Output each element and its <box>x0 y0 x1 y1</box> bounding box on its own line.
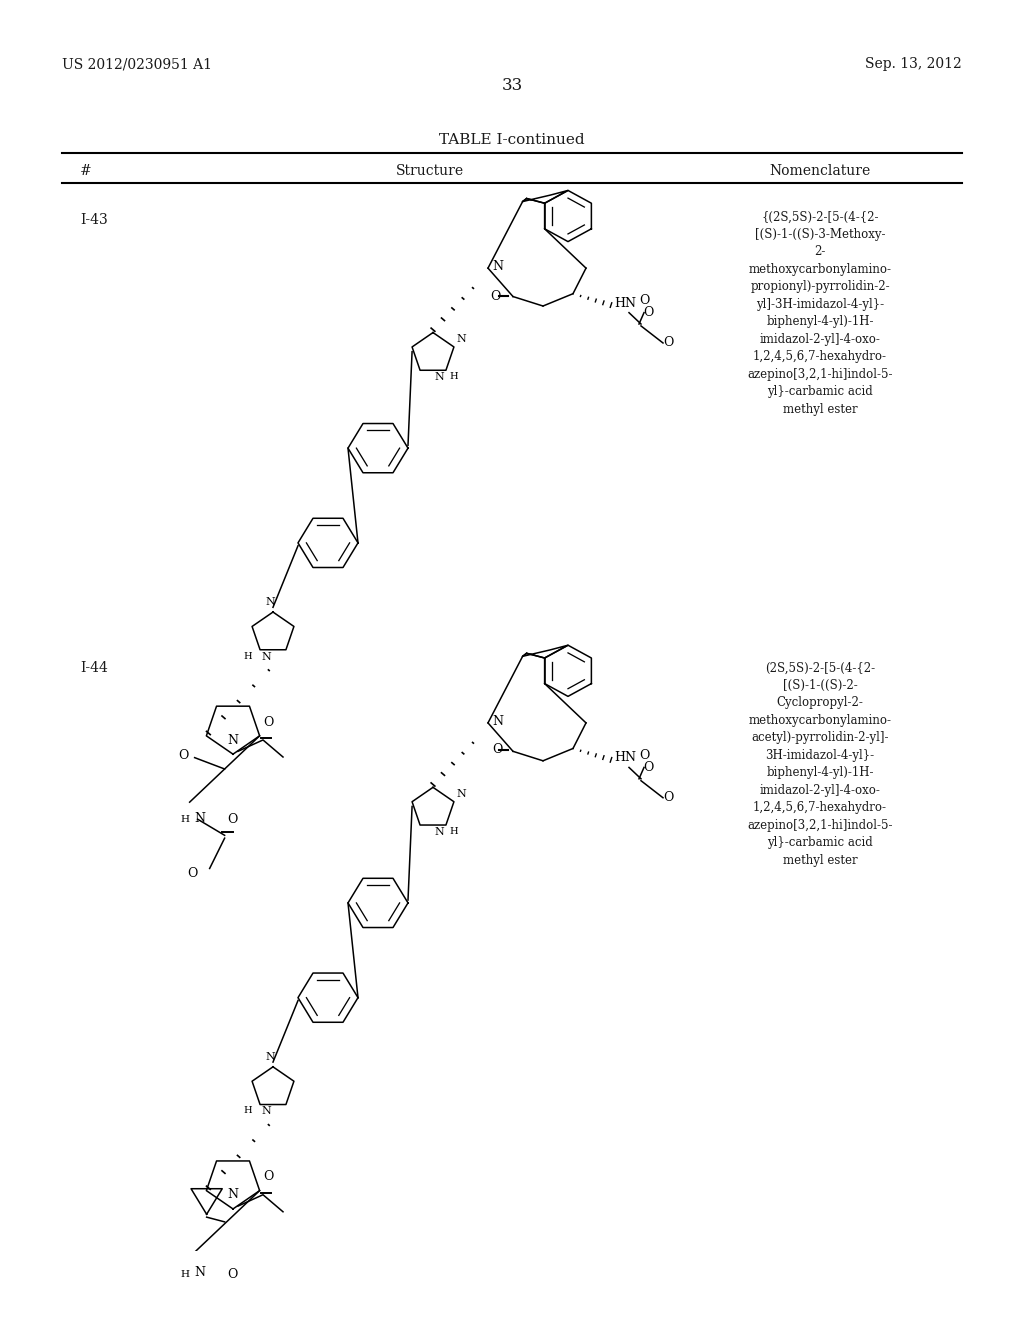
Text: O: O <box>643 760 653 774</box>
Text: O: O <box>178 750 188 762</box>
Text: Structure: Structure <box>396 164 464 178</box>
Text: N: N <box>492 260 503 273</box>
Text: TABLE I-continued: TABLE I-continued <box>439 133 585 148</box>
Text: N: N <box>227 1188 239 1201</box>
Text: O: O <box>492 743 502 756</box>
Text: US 2012/0230951 A1: US 2012/0230951 A1 <box>62 58 212 71</box>
Text: N: N <box>195 812 206 825</box>
Text: N: N <box>434 826 444 837</box>
Text: O: O <box>663 337 674 350</box>
Text: H: H <box>449 372 458 381</box>
Text: O: O <box>639 748 649 762</box>
Text: O: O <box>227 813 238 826</box>
Text: H: H <box>449 826 458 836</box>
Text: N: N <box>261 652 270 661</box>
Text: H: H <box>180 1270 189 1279</box>
Text: HN: HN <box>614 751 636 764</box>
Text: O: O <box>227 1267 238 1280</box>
Text: H: H <box>244 1106 252 1115</box>
Text: N: N <box>434 372 444 383</box>
Text: HN: HN <box>614 297 636 310</box>
Text: N: N <box>265 598 274 607</box>
Text: I-44: I-44 <box>80 661 108 676</box>
Text: O: O <box>489 290 500 304</box>
Text: O: O <box>639 294 649 308</box>
Text: H: H <box>244 652 252 660</box>
Text: O: O <box>187 867 198 879</box>
Text: O: O <box>263 1171 273 1183</box>
Text: Sep. 13, 2012: Sep. 13, 2012 <box>865 58 962 71</box>
Text: N: N <box>227 734 239 747</box>
Text: O: O <box>263 715 273 729</box>
Text: N: N <box>492 714 503 727</box>
Text: N: N <box>457 789 467 799</box>
Text: I-43: I-43 <box>80 213 108 227</box>
Text: N: N <box>457 334 467 345</box>
Text: O: O <box>643 306 653 319</box>
Text: N: N <box>195 1266 206 1279</box>
Text: {(2S,5S)-2-[5-(4-{2-
[(S)-1-((S)-3-Methoxy-
2-
methoxycarbonylamino-
propionyl)-: {(2S,5S)-2-[5-(4-{2- [(S)-1-((S)-3-Metho… <box>748 210 893 416</box>
Text: Nomenclature: Nomenclature <box>769 164 870 178</box>
Text: (2S,5S)-2-[5-(4-{2-
[(S)-1-((S)-2-
Cyclopropyl-2-
methoxycarbonylamino-
acetyl)-: (2S,5S)-2-[5-(4-{2- [(S)-1-((S)-2- Cyclo… <box>748 661 893 867</box>
Text: #: # <box>80 164 92 178</box>
Text: N: N <box>261 1106 270 1117</box>
Text: O: O <box>663 791 674 804</box>
Text: N: N <box>265 1052 274 1063</box>
Text: H: H <box>180 816 189 825</box>
Text: 33: 33 <box>502 77 522 94</box>
